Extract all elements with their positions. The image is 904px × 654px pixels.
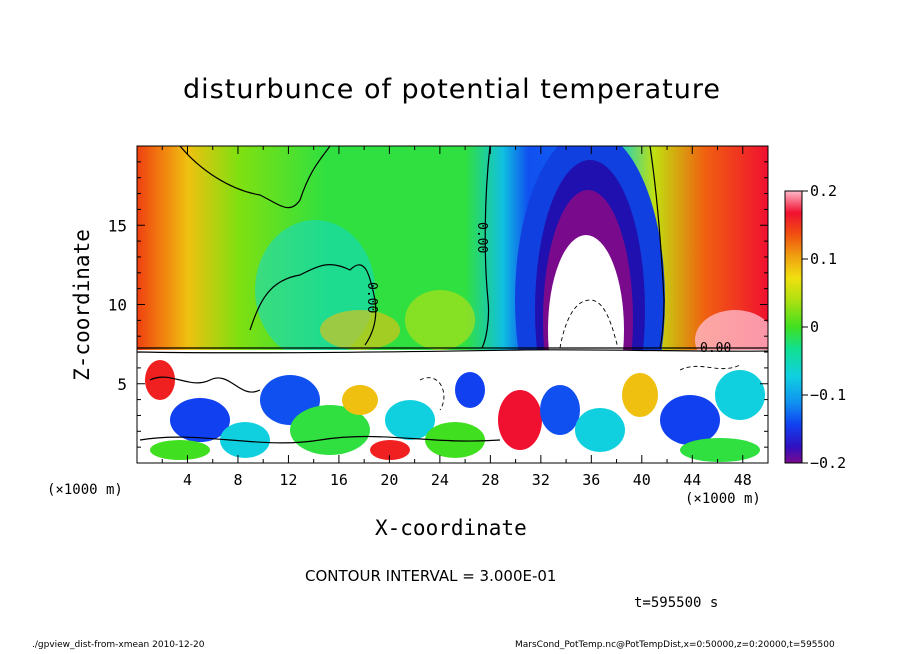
x-tick-label: 12 <box>279 471 297 489</box>
x-tick-label: 48 <box>734 471 752 489</box>
colorbar-tick-label: 0.2 <box>810 182 837 200</box>
x-tick-label: 8 <box>233 471 242 489</box>
colorbar-tick-label: 0.1 <box>810 250 837 268</box>
z-tick-label: 10 <box>108 296 127 315</box>
footer-right: MarsCond_PotTemp.nc@PotTempDist,x=0:5000… <box>515 640 835 650</box>
contour-label: 0.00 <box>474 222 489 253</box>
colorbar-ticks: 0.2 0.1 0 −0.1 −0.2 <box>802 182 846 472</box>
x-tick-label: 28 <box>481 471 499 489</box>
colorbar <box>784 190 803 464</box>
x-axis-ticks: 4 8 12 16 20 24 28 32 36 40 44 48 <box>161 146 752 489</box>
contour-labels: 0.00 0.00 0.00 <box>364 222 731 356</box>
colorbar-tick-label: 0 <box>810 318 819 336</box>
contour-label: 0.00 <box>700 341 731 356</box>
lower-turbulence-patches <box>145 360 765 462</box>
z-axis-label: Z-coordinate <box>70 229 94 381</box>
footer-left: ./gpview_dist-from-xmean 2010-12-20 <box>32 640 205 650</box>
contour-label: 0.00 <box>364 282 379 313</box>
x-tick-label: 44 <box>683 471 701 489</box>
x-axis-unit: (×1000 m) <box>685 491 761 507</box>
contour-lines-dashed <box>419 299 741 411</box>
z-tick-label: 15 <box>108 216 127 235</box>
x-axis-label: X-coordinate <box>375 516 527 540</box>
z-tick-label: 5 <box>117 375 127 394</box>
x-tick-label: 24 <box>431 471 449 489</box>
x-tick-label: 36 <box>582 471 600 489</box>
chart-title: disturbunce of potential temperature <box>183 74 721 105</box>
x-tick-label: 20 <box>380 471 398 489</box>
potential-temperature-field <box>137 146 768 463</box>
colorbar-tick-label: −0.1 <box>810 386 846 404</box>
x-tick-label: 16 <box>330 471 348 489</box>
x-tick-label: 32 <box>532 471 550 489</box>
z-axis-unit: (×1000 m) <box>47 482 123 498</box>
colorbar-tick-label: −0.2 <box>810 454 846 472</box>
x-tick-label: 40 <box>633 471 651 489</box>
contour-lines <box>137 146 768 444</box>
z-axis-ticks: 5 10 15 <box>108 161 768 448</box>
x-tick-label: 4 <box>183 471 192 489</box>
contour-interval-text: CONTOUR INTERVAL = 3.000E-01 <box>305 567 557 585</box>
time-text: t=595500 s <box>634 595 719 611</box>
